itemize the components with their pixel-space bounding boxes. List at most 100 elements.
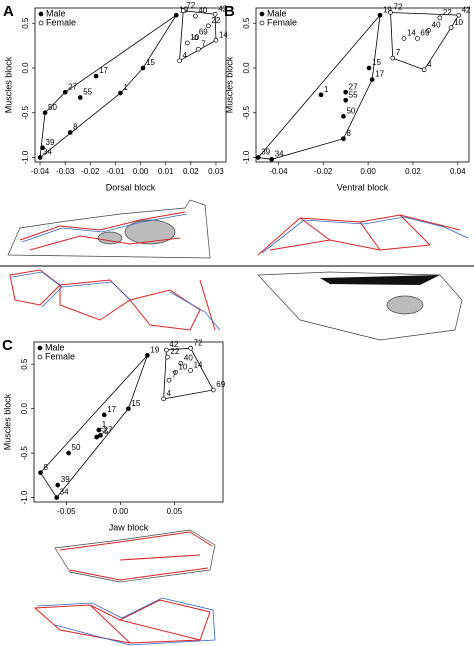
point — [196, 46, 201, 52]
point — [377, 12, 383, 18]
point-label: 55 — [83, 88, 92, 97]
point-label: 72 — [186, 1, 195, 10]
panel-label: A — [3, 3, 14, 20]
point-label: 7 — [201, 39, 206, 48]
point-label: 10 — [190, 33, 199, 42]
point — [55, 482, 61, 488]
point — [193, 35, 199, 40]
legend-marker — [38, 20, 44, 26]
point — [161, 396, 166, 402]
skull-fenestra — [386, 295, 424, 315]
point — [341, 113, 346, 119]
point-label: 10 — [178, 362, 187, 371]
x-tick-label: -0.04 — [31, 167, 50, 176]
x-axis-label: Jaw block — [109, 522, 149, 532]
point — [269, 156, 275, 162]
point-label: 69 — [199, 28, 208, 37]
point-label: 4 — [167, 389, 172, 398]
skull-outline — [7, 199, 211, 259]
point — [93, 73, 99, 79]
point — [210, 387, 216, 393]
legend-label: Male — [267, 8, 287, 18]
point — [343, 89, 349, 95]
point — [192, 13, 198, 19]
y-tick-label: 0.5 — [242, 17, 251, 29]
y-tick-label: -0.5 — [20, 446, 29, 460]
legend-label: Male — [46, 8, 66, 18]
point — [206, 23, 211, 29]
point-label: 8 — [73, 123, 78, 132]
point-label: 1 — [102, 420, 107, 429]
skull-shading — [320, 275, 440, 285]
plot-frame — [33, 341, 224, 503]
point-label: 39 — [61, 475, 70, 484]
jaw-outline — [54, 529, 216, 583]
x-tick-label: -0.02 — [81, 167, 100, 176]
point-label: 69 — [216, 380, 225, 389]
point-label: 17 — [375, 70, 384, 79]
point — [173, 369, 178, 375]
point — [173, 12, 179, 18]
point — [37, 155, 43, 160]
y-tick-label: 0.5 — [21, 17, 30, 29]
x-tick-label: -0.04 — [269, 167, 288, 176]
y-tick-label: -1.0 — [242, 150, 251, 164]
skull-outline — [257, 271, 463, 341]
point-label: 15 — [372, 58, 381, 67]
point-label: 27 — [68, 82, 77, 91]
point — [101, 412, 107, 418]
point-label: 17 — [99, 66, 108, 75]
x-tick-label: -0.05 — [57, 507, 76, 516]
point — [178, 360, 184, 366]
plot-frame — [255, 7, 470, 163]
point — [165, 354, 170, 360]
point-label: 55 — [349, 90, 358, 99]
point-label: 8 — [43, 463, 48, 472]
y-tick-label: 0.0 — [242, 62, 251, 74]
x-tick-label: 0.01 — [158, 167, 174, 176]
point-label: 19 — [383, 5, 392, 14]
y-tick-label: -1.0 — [20, 490, 29, 504]
x-axis-label: Dorsal block — [106, 182, 156, 192]
point-label: 22 — [443, 8, 452, 17]
point-label: 7 — [396, 48, 401, 57]
point — [369, 77, 375, 82]
point — [318, 92, 324, 98]
point-label: 1 — [123, 83, 128, 92]
point — [401, 36, 407, 41]
point — [98, 432, 103, 438]
point — [94, 434, 99, 440]
point-label: 50 — [48, 103, 57, 112]
panel-label: B — [224, 3, 235, 20]
skull-drawings — [0, 199, 474, 646]
x-tick-label: 0.00 — [360, 167, 376, 176]
point-label: 15 — [131, 399, 140, 408]
landmarks — [9, 269, 216, 331]
legend-marker — [259, 11, 265, 17]
hull — [390, 12, 460, 71]
point — [77, 95, 83, 100]
point — [38, 470, 43, 476]
point-label: 7 — [172, 370, 177, 379]
point-label: 40 — [432, 20, 441, 29]
landmarks — [33, 599, 211, 644]
point — [42, 110, 48, 116]
point — [140, 65, 146, 71]
panel-label: C — [2, 337, 13, 354]
point — [145, 352, 150, 358]
point-label: 19 — [150, 345, 159, 354]
landmarks — [11, 271, 221, 331]
legend-marker — [37, 345, 43, 351]
point-label: 42 — [169, 340, 178, 349]
hull — [257, 13, 381, 160]
point-label: 34 — [275, 149, 284, 158]
x-tick-label: 0.02 — [405, 167, 421, 176]
legend-label: Male — [45, 342, 65, 352]
x-tick-label: 0.03 — [208, 167, 224, 176]
legend-label: Female — [267, 17, 297, 27]
x-tick-label: 0.00 — [113, 507, 129, 516]
point-label: 40 — [184, 353, 193, 362]
point — [388, 10, 393, 15]
point — [54, 495, 60, 500]
